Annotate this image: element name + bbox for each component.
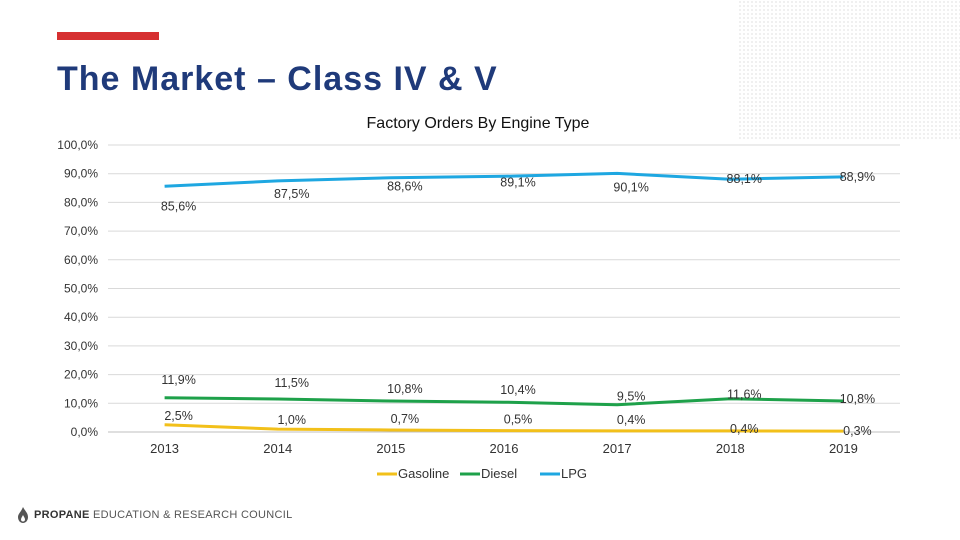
decorative-dot-pattern [738,0,960,140]
data-label-diesel: 11,9% [161,373,196,387]
data-label-gasoline: 0,4% [730,422,759,436]
x-axis: 2013 2014 2015 2016 2017 2018 2019 [150,441,858,456]
data-label-lpg: 88,9% [840,170,875,184]
footer-org-bold: PROPANE [34,509,90,521]
series-group [164,171,844,433]
chart-title: Factory Orders By Engine Type [367,115,590,132]
data-label-gasoline: 0,7% [391,412,420,426]
x-tick-label: 2019 [829,441,858,456]
y-tick-label: 70,0% [64,224,98,238]
y-tick-label: 100,0% [57,138,98,152]
data-label-lpg: 90,1% [613,180,648,194]
y-tick-label: 50,0% [64,282,98,296]
data-label-gasoline: 2,5% [164,409,193,423]
footer-org-name: PROPANE EDUCATION & RESEARCH COUNCIL [34,509,293,521]
data-label-lpg: 87,5% [274,187,309,201]
y-tick-label: 10,0% [64,396,98,410]
x-tick-label: 2013 [150,441,179,456]
legend-label-diesel: Diesel [481,466,517,481]
data-label-lpg: 88,1% [727,172,762,186]
grid-lines [108,144,900,433]
y-tick-label: 0,0% [71,425,99,439]
y-tick-label: 20,0% [64,368,98,382]
legend: Gasoline Diesel LPG [377,466,587,481]
data-label-diesel: 11,6% [727,388,762,402]
legend-label-lpg: LPG [561,466,587,481]
data-label-diesel: 11,5% [274,376,309,390]
data-label-lpg: 85,6% [161,199,196,213]
y-tick-label: 40,0% [64,310,98,324]
y-tick-label: 60,0% [64,253,98,267]
data-label-diesel: 10,8% [387,382,422,396]
footer-org-rest: EDUCATION & RESEARCH COUNCIL [93,509,293,521]
x-tick-label: 2015 [376,441,405,456]
series-line-gasoline [164,423,844,433]
x-tick-label: 2014 [263,441,292,456]
y-tick-label: 90,0% [64,167,98,181]
x-tick-label: 2017 [603,441,632,456]
data-label-lpg: 88,6% [387,180,422,194]
accent-bar [57,32,159,40]
x-tick-label: 2016 [490,441,519,456]
data-label-lpg: 89,1% [500,175,535,189]
data-label-diesel: 10,4% [500,383,535,397]
data-labels: 2,5% 1,0% 0,7% 0,5% 0,4% 0,4% 0,3% 11,9% 11,5% 10… [161,170,875,438]
data-label-diesel: 10,8% [840,392,875,406]
y-tick-label: 30,0% [64,339,98,353]
y-axis: 0,0% 10,0% 20,0% 30,0% 40,0% 50,0% 60,0% 70,0% 8… [57,138,98,439]
data-label-gasoline: 1,0% [277,413,306,427]
footer-logo: PROPANE EDUCATION & RESEARCH COUNCIL [18,507,293,523]
x-tick-label: 2018 [716,441,745,456]
series-line-lpg [164,171,844,188]
legend-label-gasoline: Gasoline [398,466,449,481]
data-label-gasoline: 0,5% [504,413,533,427]
data-label-gasoline: 0,4% [617,413,646,427]
data-label-gasoline: 0,3% [843,424,872,438]
data-label-diesel: 9,5% [617,390,646,404]
slide-title: The Market – Class IV & V [57,60,498,98]
y-tick-label: 80,0% [64,195,98,209]
series-line-diesel [164,396,844,407]
flame-icon [18,507,28,523]
